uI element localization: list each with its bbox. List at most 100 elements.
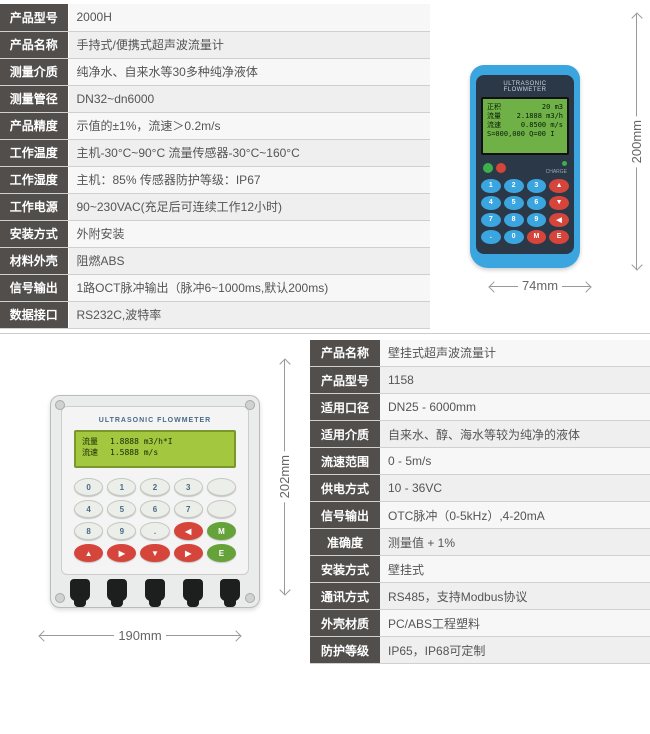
power-buttons [483,163,506,173]
spec-label: 准确度 [310,529,380,556]
spec-label: 流速范围 [310,448,380,475]
keypad-key: 6 [140,500,169,518]
spec-label: 通讯方式 [310,583,380,610]
spec-label: 供电方式 [310,475,380,502]
wall-device: ULTRASONIC FLOWMETER 流量1.8888 m3/h*I 流速1… [50,395,260,608]
keypad-key: 2 [140,478,169,496]
table-row: 工作电源 90~230VAC(充足后可连续工作12小时) [0,193,430,220]
table-row: 准确度 测量值 + 1% [310,529,650,556]
table-row: 产品型号 1158 [310,367,650,394]
spec-value: 壁挂式 [380,556,650,583]
spec-value: 主机-30°C~90°C 流量传感器-30°C~160°C [68,139,430,166]
spec-value: RS232C,波特率 [68,301,430,328]
table-row: 工作湿度 主机：85% 传感器防护等级：IP67 [0,166,430,193]
spec-value: RS485，支持Modbus协议 [380,583,650,610]
keypad-key: M [527,230,547,244]
keypad-key: . [481,230,501,244]
handheld-keypad: 123▲456▼789◀.0ME [481,179,569,244]
gland-icon [183,579,203,601]
spec-value: 示值的±1%，流速＞0.2m/s [68,112,430,139]
spec-label: 产品型号 [0,4,68,31]
spec-label: 信号输出 [0,274,68,301]
table-row: 数据接口 RS232C,波特率 [0,301,430,328]
table-row: 适用口径 DN25 - 6000mm [310,394,650,421]
spec-label: 工作湿度 [0,166,68,193]
cable-glands [61,579,249,601]
spec-value: 2000H [68,4,430,31]
hh-l2a: 流量 [487,112,501,121]
table-row: 信号输出 1路OCT脉冲输出（脉冲6~1000ms,默认200ms) [0,274,430,301]
on-icon [483,163,493,173]
wall-dim-vertical: 202mm [274,360,294,595]
keypad-key: 8 [504,213,524,227]
spec-value: 纯净水、自来水等30多种纯净液体 [68,58,430,85]
table-row: 外壳材质 PC/ABS工程塑料 [310,610,650,637]
spec-label: 安装方式 [310,556,380,583]
spec-value: PC/ABS工程塑料 [380,610,650,637]
table-row: 产品名称 手持式/便携式超声波流量计 [0,31,430,58]
hh-l1b: 20 m3 [542,103,563,112]
table-row: 产品名称 壁挂式超声波流量计 [310,340,650,367]
keypad-key: 5 [504,196,524,210]
bottom-section: ULTRASONIC FLOWMETER 流量1.8888 m3/h*I 流速1… [0,334,650,665]
keypad-key [207,478,236,496]
spec-value: DN25 - 6000mm [380,394,650,421]
hh-l2b: 2.1888 m3/h [517,112,563,121]
spec-label: 工作温度 [0,139,68,166]
spec-label: 测量介质 [0,58,68,85]
table-row: 适用介质 自来水、醇、海水等较为纯净的液体 [310,421,650,448]
keypad-key: E [549,230,569,244]
wall-keypad: 0123456789.◀M▲▶▼▶E [74,478,236,562]
table-row: 防护等级 IP65，IP68可定制 [310,637,650,664]
keypad-key: 5 [107,500,136,518]
gland-icon [107,579,127,601]
spec-label: 工作电源 [0,193,68,220]
wall-screen: 流量1.8888 m3/h*I 流速1.5888 m/s [74,430,236,468]
keypad-key: E [207,544,236,562]
keypad-key: 2 [504,179,524,193]
hh-l4: S=000,000 Q=00 I [487,130,563,139]
keypad-key: 1 [107,478,136,496]
handheld-title: ULTRASONIC FLOWMETER [481,81,569,93]
spec-value: DN32~dn6000 [68,85,430,112]
spec-value: 0 - 5m/s [380,448,650,475]
infographic-root: 产品型号 2000H产品名称 手持式/便携式超声波流量计测量介质 纯净水、自来水… [0,0,650,664]
keypad-key: 4 [74,500,103,518]
keypad-key: ▶ [107,544,136,562]
keypad-key: 3 [174,478,203,496]
handheld-device: ULTRASONIC FLOWMETER 正积 20 m3 流量 2.1888 m3… [470,65,580,268]
spec-label: 适用口径 [310,394,380,421]
spec-value: 外附安装 [68,220,430,247]
spec-label: 材料外壳 [0,247,68,274]
keypad-key: M [207,522,236,540]
keypad-key: ▼ [140,544,169,562]
keypad-key: ◀ [174,522,203,540]
gland-icon [145,579,165,601]
table-row: 工作温度 主机-30°C~90°C 流量传感器-30°C~160°C [0,139,430,166]
handheld-dim-horizontal: 74mm [490,277,590,295]
keypad-key: 4 [481,196,501,210]
table-row: 信号输出 OTC脉冲（0-5kHz）,4-20mA [310,502,650,529]
spec-label: 防护等级 [310,637,380,664]
hh-l3a: 流速 [487,121,501,130]
table-row: 安装方式 壁挂式 [310,556,650,583]
keypad-key: 9 [107,522,136,540]
spec-label: 安装方式 [0,220,68,247]
wall-dim-horizontal: 190mm [40,626,240,644]
spec-label: 产品名称 [310,340,380,367]
hh-l1a: 正积 [487,103,501,112]
spec-value: OTC脉冲（0-5kHz）,4-20mA [380,502,650,529]
keypad-key: ▲ [74,544,103,562]
spec-label: 测量管径 [0,85,68,112]
table-row: 测量管径 DN32~dn6000 [0,85,430,112]
keypad-key: 1 [481,179,501,193]
spec-value: 1158 [380,367,650,394]
table-row: 通讯方式 RS485，支持Modbus协议 [310,583,650,610]
gland-icon [220,579,240,601]
spec-value: 手持式/便携式超声波流量计 [68,31,430,58]
handheld-screen: 正积20 m3 流量2.1888 m3/h 流速0.8500 m/s S=000… [481,97,569,155]
top-section: 产品型号 2000H产品名称 手持式/便携式超声波流量计测量介质 纯净水、自来水… [0,0,650,334]
spec-label: 产品精度 [0,112,68,139]
spec-value: 90~230VAC(充足后可连续工作12小时) [68,193,430,220]
table-row: 供电方式 10 - 36VC [310,475,650,502]
